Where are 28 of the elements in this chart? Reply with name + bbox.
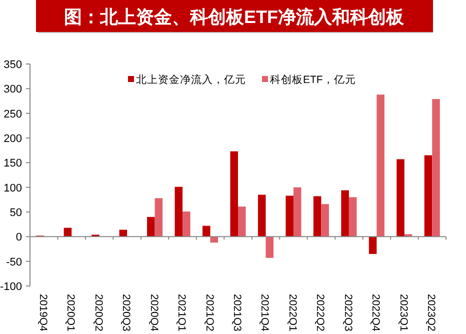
x-tick-label: 2020Q4 xyxy=(148,294,160,332)
x-tick-label: 2022Q4 xyxy=(370,294,382,332)
x-tick-label: 2021Q3 xyxy=(231,294,243,332)
y-tick-label: 200 xyxy=(4,133,22,145)
x-tick-label: 2020Q1 xyxy=(64,294,77,332)
x-tick-label: 2021Q1 xyxy=(176,294,188,332)
y-tick-label: -100 xyxy=(0,281,22,293)
y-tick-label: 150 xyxy=(4,158,22,170)
chart-title: 图：北上资金、科创板ETF净流入和科创板 xyxy=(64,7,405,27)
legend-label: 北上资金净流入，亿元 xyxy=(136,73,246,86)
y-tick-label: 250 xyxy=(4,108,22,120)
y-tick-label: -50 xyxy=(6,256,22,268)
x-tick-label: 2020Q3 xyxy=(120,294,132,332)
y-tick-label: 0 xyxy=(16,232,22,244)
legend-label: 科创板ETF，亿元 xyxy=(270,74,356,86)
x-tick-label: 2019Q4 xyxy=(36,294,49,332)
x-tick-label: 2023Q2 xyxy=(425,294,438,332)
x-tick-label: 2020Q2 xyxy=(92,294,104,332)
y-tick-label: 100 xyxy=(4,182,22,194)
x-tick-label: 2022Q2 xyxy=(314,294,326,332)
y-tick-label: 50 xyxy=(10,207,22,219)
y-tick-label: 300 xyxy=(4,84,22,96)
x-tick-label: 2022Q1 xyxy=(286,294,298,332)
x-tick-label: 2022Q3 xyxy=(342,294,354,332)
y-tick-label: 350 xyxy=(4,59,22,71)
x-tick-label: 2021Q2 xyxy=(203,294,216,332)
x-tick-label: 2023Q1 xyxy=(397,294,410,332)
x-tick-label: 2021Q4 xyxy=(258,294,271,332)
